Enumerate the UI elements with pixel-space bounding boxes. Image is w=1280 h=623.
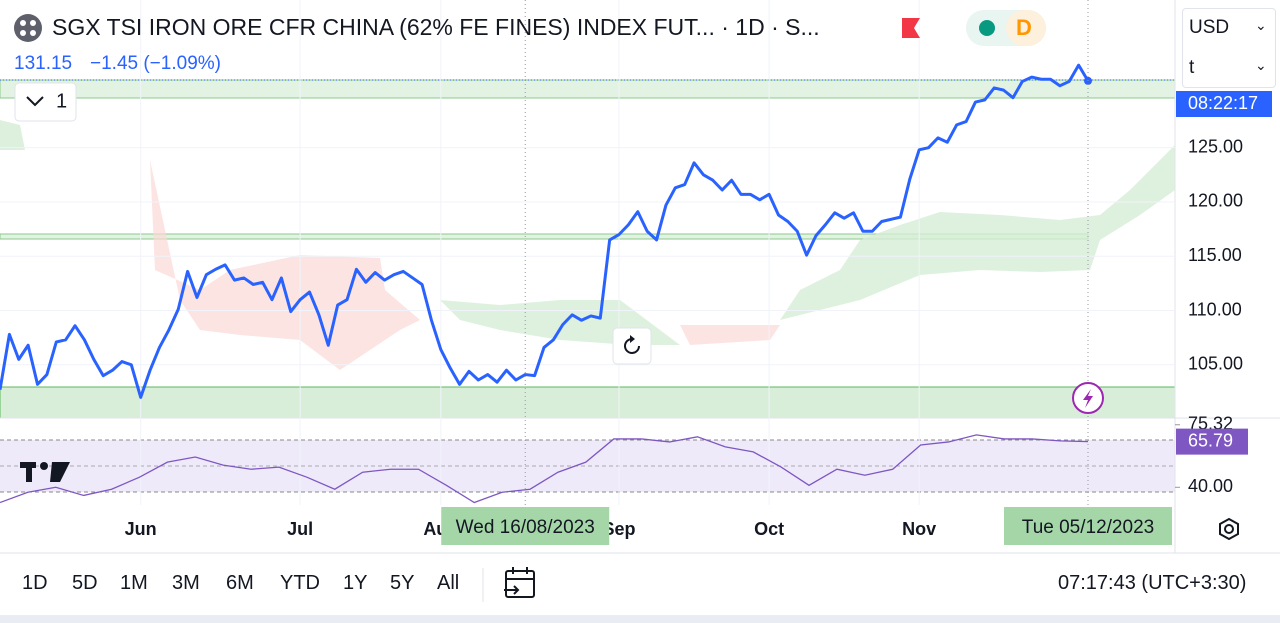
rsi-tick-label: 75.32 (1188, 413, 1233, 433)
chevron: ⌄ (1255, 57, 1267, 73)
price-line (0, 63, 1090, 399)
status-pill (1006, 10, 1046, 46)
rsi-band (0, 440, 1175, 492)
range-button[interactable]: YTD (280, 572, 320, 594)
chevron: ⌄ (1255, 17, 1267, 33)
cloud (680, 325, 780, 345)
range-button[interactable]: 1D (22, 572, 48, 594)
range-button[interactable]: 5D (72, 572, 98, 594)
last-price: 131.15 (14, 53, 72, 74)
range-button[interactable]: 1Y (343, 572, 368, 594)
countdown-tag (1176, 91, 1272, 117)
x-tick-label: Sep (603, 519, 636, 539)
range-button[interactable]: 3M (172, 572, 200, 594)
cloud (780, 145, 1175, 320)
currency-select[interactable]: USD ⌄ t ⌄ (1182, 8, 1276, 88)
date-range-icon[interactable] (504, 567, 535, 598)
rsi-tick-label: 40.00 (1188, 476, 1233, 496)
y-tick-label: 125.00 (1188, 136, 1243, 156)
legend-count: 1 (56, 90, 67, 112)
status-dot (979, 20, 995, 36)
range-button[interactable]: 6M (226, 572, 254, 594)
currency: USD (1189, 17, 1230, 38)
range-button[interactable]: 1M (120, 572, 148, 594)
reset-button[interactable] (612, 327, 652, 365)
symbol-icon (14, 14, 42, 42)
range-button[interactable]: 5Y (390, 572, 415, 594)
cloud (0, 120, 25, 150)
rsi-value-tag (1176, 428, 1248, 455)
logo (20, 462, 70, 482)
range-button[interactable]: All (437, 572, 460, 594)
zone-band (0, 386, 1176, 420)
flag-icon[interactable] (902, 18, 920, 38)
rsi-value-label: 65.79 (1188, 430, 1233, 450)
y-tick-label: 120.00 (1188, 191, 1243, 211)
clock: 07:17:43 (UTC+3:30) (1058, 572, 1247, 594)
crosshair-tag (1004, 507, 1172, 545)
plot: Jun Jul Aug Sep Oct Nov105.00110.00115.00120.… (0, 0, 1272, 545)
crosshair-label: Wed 16/08/2023 (456, 517, 595, 538)
x-tick-label: Jul (287, 519, 313, 539)
x-tick-label: Nov (902, 519, 936, 539)
unit: t (1189, 57, 1195, 78)
bottom-strip (0, 615, 1280, 623)
x-tick-label: Oct (754, 519, 784, 539)
x-tick-label: Jun (125, 519, 157, 539)
crosshair-tag (441, 507, 610, 545)
badge: D (1016, 15, 1032, 40)
y-tick-label: 105.00 (1188, 354, 1243, 374)
symbol-title: SGX TSI IRON ORE CFR CHINA (62% FE FINES… (52, 14, 820, 40)
cloud (25, 150, 420, 370)
countdown: 08:22:17 (1188, 93, 1258, 113)
y-tick-label: 115.00 (1188, 245, 1242, 265)
price-change: −1.45 (−1.09%) (90, 53, 221, 74)
rsi-line (0, 434, 1089, 504)
settings-icon[interactable] (1219, 517, 1239, 541)
crosshair-label: Tue 05/12/2023 (1022, 517, 1154, 538)
alert-icon[interactable] (1072, 382, 1104, 414)
legend-toggle[interactable]: 1 (14, 82, 77, 122)
y-tick-label: 110.00 (1188, 299, 1242, 319)
